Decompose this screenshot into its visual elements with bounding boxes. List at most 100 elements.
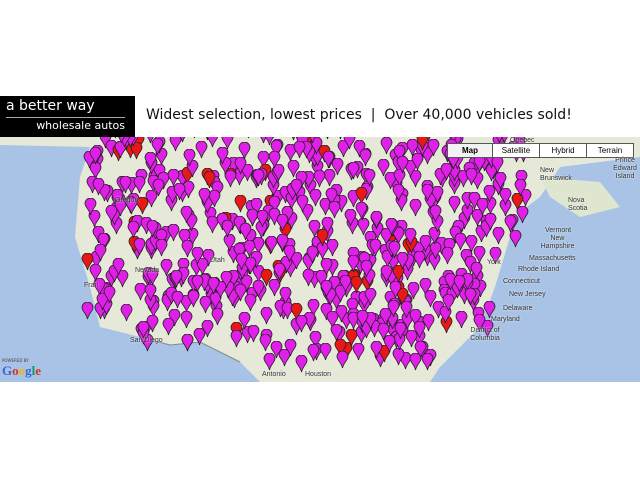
map-pin[interactable] <box>476 197 489 216</box>
map-pin[interactable] <box>155 238 168 257</box>
map-pin[interactable] <box>133 176 146 194</box>
map-pin[interactable] <box>290 178 303 197</box>
map-pin[interactable] <box>377 322 390 341</box>
map-pin[interactable] <box>347 162 360 180</box>
map-pin[interactable] <box>347 254 360 273</box>
map-pin[interactable] <box>320 258 333 276</box>
map-pin[interactable] <box>170 269 183 288</box>
map-pin[interactable] <box>211 307 224 326</box>
map-pin[interactable] <box>416 137 429 151</box>
map-pin[interactable] <box>404 228 417 246</box>
map-pin[interactable] <box>125 196 138 215</box>
map-pin[interactable] <box>322 150 335 169</box>
map-pin[interactable] <box>146 267 159 286</box>
map-pin[interactable] <box>409 308 422 327</box>
map-pin[interactable] <box>406 138 419 157</box>
map-pin[interactable] <box>103 285 116 304</box>
map-pin[interactable] <box>203 170 216 189</box>
map-pin[interactable] <box>413 320 426 339</box>
map-pin[interactable] <box>284 338 297 357</box>
map-pin[interactable] <box>429 204 442 223</box>
map-pin[interactable] <box>198 187 211 206</box>
map-pin[interactable] <box>180 205 193 224</box>
map-pin[interactable] <box>151 137 164 156</box>
map-pin[interactable] <box>444 272 457 291</box>
map-pin[interactable] <box>448 195 461 214</box>
map-pin[interactable] <box>257 150 270 169</box>
map-pin[interactable] <box>290 252 303 270</box>
map-pin[interactable] <box>393 144 406 163</box>
map-pin[interactable] <box>246 209 259 227</box>
map-pin[interactable] <box>363 168 376 187</box>
map-pin[interactable] <box>180 310 193 329</box>
map-pin[interactable] <box>290 302 303 321</box>
map-pin[interactable] <box>238 311 251 330</box>
map-type-satellite[interactable]: Satellite <box>492 143 540 158</box>
map-pin[interactable] <box>273 262 286 281</box>
map-pin[interactable] <box>188 137 201 139</box>
map-pin[interactable] <box>352 342 365 361</box>
map-pin[interactable] <box>337 139 350 158</box>
map-pin[interactable] <box>114 140 127 159</box>
map-pin[interactable] <box>396 251 409 270</box>
map-pin[interactable] <box>152 178 165 197</box>
map-pin[interactable] <box>461 272 474 291</box>
map-pin[interactable] <box>220 270 233 289</box>
map-pin[interactable] <box>241 164 254 182</box>
map-pin[interactable] <box>243 240 256 258</box>
map-pin[interactable] <box>115 137 128 144</box>
map-pin[interactable] <box>234 157 247 175</box>
map-pin[interactable] <box>392 227 405 245</box>
map-pin[interactable] <box>206 137 219 148</box>
map-pin[interactable] <box>81 252 94 271</box>
map-pin[interactable] <box>350 275 363 294</box>
map-pin[interactable] <box>302 268 315 287</box>
map-pin[interactable] <box>263 137 276 146</box>
map-pin[interactable] <box>234 283 247 302</box>
map-pin[interactable] <box>81 301 94 320</box>
map-pin[interactable] <box>176 137 189 143</box>
map-pin[interactable] <box>409 352 422 371</box>
map-pin[interactable] <box>268 195 281 214</box>
map-pin[interactable] <box>421 352 434 371</box>
map-pin[interactable] <box>136 196 149 215</box>
map-pin[interactable] <box>235 252 248 271</box>
map-pin[interactable] <box>263 352 276 371</box>
map-pin[interactable] <box>209 291 222 310</box>
map-pin[interactable] <box>321 137 334 140</box>
map-pin[interactable] <box>191 275 204 293</box>
map-pin[interactable] <box>378 344 391 363</box>
map-pin[interactable] <box>504 215 517 233</box>
map-pin[interactable] <box>471 208 484 227</box>
map-pin[interactable] <box>134 282 147 301</box>
map-pin[interactable] <box>381 249 394 268</box>
map-pin[interactable] <box>301 204 314 222</box>
map-pin[interactable] <box>345 328 358 347</box>
map-pin[interactable] <box>357 217 370 236</box>
map-pin[interactable] <box>334 285 347 303</box>
map-pin[interactable] <box>394 321 407 340</box>
map-pin[interactable] <box>265 235 278 254</box>
map-pin[interactable] <box>146 219 159 238</box>
map-pin[interactable] <box>326 310 339 329</box>
map-pin[interactable] <box>392 183 405 202</box>
map-pin[interactable] <box>320 280 333 298</box>
map-pin[interactable] <box>321 216 334 235</box>
map-pin[interactable] <box>380 264 393 283</box>
map-pin[interactable] <box>498 137 511 144</box>
map-pin[interactable] <box>334 137 347 140</box>
map-pin[interactable] <box>259 334 272 352</box>
map-pin[interactable] <box>112 257 125 276</box>
map-pin[interactable] <box>470 261 483 280</box>
map-pin[interactable] <box>360 259 373 278</box>
map-pin[interactable] <box>89 146 102 165</box>
map-pin[interactable] <box>377 158 390 177</box>
map-pin[interactable] <box>109 137 122 139</box>
map-pin[interactable] <box>279 286 292 305</box>
google-logo[interactable]: Google <box>2 363 42 378</box>
map-pin[interactable] <box>511 192 524 211</box>
map-pin[interactable] <box>270 340 283 359</box>
map-pin[interactable] <box>268 150 281 169</box>
map-pin[interactable] <box>493 137 506 144</box>
map-pin[interactable] <box>283 245 296 263</box>
